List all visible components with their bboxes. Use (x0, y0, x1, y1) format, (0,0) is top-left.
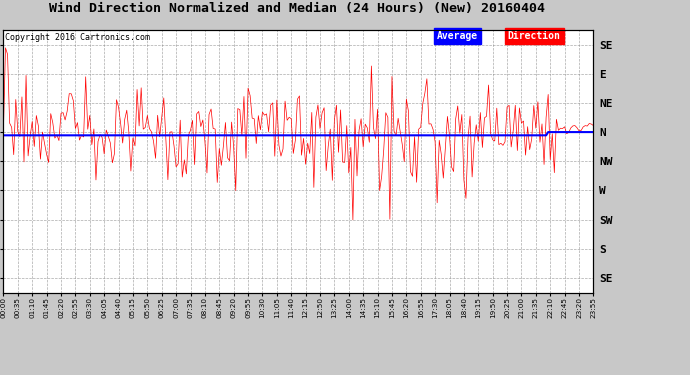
Text: Average: Average (437, 32, 478, 41)
Text: Direction: Direction (508, 32, 561, 41)
Text: Copyright 2016 Cartronics.com: Copyright 2016 Cartronics.com (5, 33, 150, 42)
Text: Wind Direction Normalized and Median (24 Hours) (New) 20160404: Wind Direction Normalized and Median (24… (49, 2, 544, 15)
